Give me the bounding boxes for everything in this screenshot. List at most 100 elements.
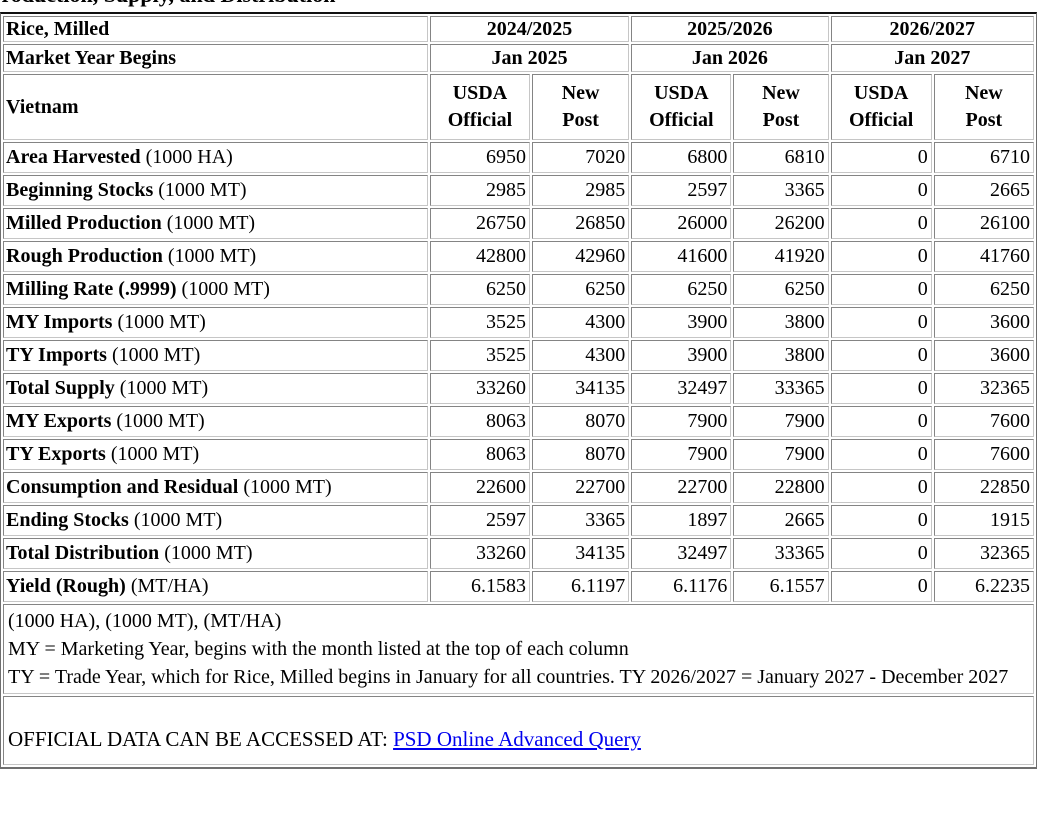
table-row-area-harvested: Area Harvested (1000 HA) 6950 7020 6800 … <box>3 142 1034 173</box>
row-unit: (1000 MT) <box>117 311 206 333</box>
row-label: MY Exports <box>6 410 112 432</box>
col-header-usda-official: USDA Official <box>631 74 732 140</box>
value-cell: 26850 <box>532 208 630 239</box>
value-cell: 6250 <box>631 274 732 305</box>
table-row-milled-production: Milled Production (1000 MT) 26750 26850 … <box>3 208 1034 239</box>
footnote-units: (1000 HA), (1000 MT), (MT/HA) <box>8 610 282 632</box>
value-cell: 3365 <box>733 175 829 206</box>
value-cell: 6250 <box>532 274 630 305</box>
market-year-begins-label: Market Year Begins <box>3 44 428 72</box>
col-header-usda-official: USDA Official <box>429 74 531 140</box>
value-cell: 8070 <box>532 406 630 437</box>
value-cell: 7600 <box>933 439 1034 470</box>
value-cell: 6250 <box>933 274 1034 305</box>
value-cell: 22600 <box>429 472 531 503</box>
footer-row: OFFICIAL DATA CAN BE ACCESSED AT: PSD On… <box>3 696 1034 765</box>
value-cell: 7900 <box>733 406 829 437</box>
value-cell: 0 <box>830 538 932 569</box>
begins-jan-2026: Jan 2026 <box>631 44 829 72</box>
footnote-ty: TY = Trade Year, which for Rice, Milled … <box>8 666 1009 688</box>
row-unit: (1000 MT) <box>164 542 253 564</box>
value-cell: 22700 <box>532 472 630 503</box>
begins-jan-2025: Jan 2025 <box>429 44 630 72</box>
col-header-new-post: New Post <box>532 74 630 140</box>
value-cell: 8070 <box>532 439 630 470</box>
col-header-new-post: New Post <box>933 74 1034 140</box>
col-header-new-post: New Post <box>733 74 829 140</box>
table-row-ty-imports: TY Imports (1000 MT) 3525 4300 3900 3800… <box>3 340 1034 371</box>
row-label: Milling Rate (.9999) <box>6 278 177 300</box>
table-row-consumption-and-residual: Consumption and Residual (1000 MT) 22600… <box>3 472 1034 503</box>
value-cell: 0 <box>830 439 932 470</box>
value-cell: 1897 <box>631 505 732 536</box>
value-cell: 2985 <box>429 175 531 206</box>
row-unit: (1000 MT) <box>158 179 247 201</box>
row-label: Milled Production <box>6 212 162 234</box>
row-unit: (MT/HA) <box>130 575 209 597</box>
row-label: MY Imports <box>6 311 113 333</box>
table-row-my-imports: MY Imports (1000 MT) 3525 4300 3900 3800… <box>3 307 1034 338</box>
value-cell: 0 <box>830 472 932 503</box>
value-cell: 26750 <box>429 208 531 239</box>
value-cell: 4300 <box>532 340 630 371</box>
row-label: Ending Stocks <box>6 509 129 531</box>
header-year-row: Rice, Milled 2024/2025 2025/2026 2026/20… <box>3 16 1034 42</box>
value-cell: 6.2235 <box>933 571 1034 602</box>
table-row-ty-exports: TY Exports (1000 MT) 8063 8070 7900 7900… <box>3 439 1034 470</box>
value-cell: 0 <box>830 208 932 239</box>
value-cell: 33260 <box>429 373 531 404</box>
value-cell: 0 <box>830 373 932 404</box>
value-cell: 0 <box>830 571 932 602</box>
row-label: Rough Production <box>6 245 163 267</box>
value-cell: 0 <box>830 175 932 206</box>
psd-data-table: Rice, Milled 2024/2025 2025/2026 2026/20… <box>0 12 1037 769</box>
value-cell: 32497 <box>631 373 732 404</box>
value-cell: 3600 <box>933 340 1034 371</box>
value-cell: 6800 <box>631 142 732 173</box>
value-cell: 6.1176 <box>631 571 732 602</box>
footnote-my: MY = Marketing Year, begins with the mon… <box>8 638 629 660</box>
value-cell: 41760 <box>933 241 1034 272</box>
value-cell: 6950 <box>429 142 531 173</box>
value-cell: 6250 <box>733 274 829 305</box>
value-cell: 2665 <box>933 175 1034 206</box>
header-source-row: Vietnam USDA Official New Post USDA Offi… <box>3 74 1034 140</box>
value-cell: 6250 <box>429 274 531 305</box>
value-cell: 0 <box>830 505 932 536</box>
value-cell: 7020 <box>532 142 630 173</box>
value-cell: 6.1197 <box>532 571 630 602</box>
clipped-page-title: Production, Supply, and Distribution <box>0 0 900 9</box>
value-cell: 3365 <box>532 505 630 536</box>
psd-online-link[interactable]: PSD Online Advanced Query <box>393 727 641 751</box>
value-cell: 8063 <box>429 439 531 470</box>
row-unit: (1000 MT) <box>110 443 200 465</box>
value-cell: 0 <box>830 274 932 305</box>
official-data-note: OFFICIAL DATA CAN BE ACCESSED AT: PSD On… <box>3 696 1034 765</box>
table-row-my-exports: MY Exports (1000 MT) 8063 8070 7900 7900… <box>3 406 1034 437</box>
value-cell: 34135 <box>532 538 630 569</box>
value-cell: 41920 <box>733 241 829 272</box>
value-cell: 33260 <box>429 538 531 569</box>
value-cell: 26100 <box>933 208 1034 239</box>
value-cell: 3525 <box>429 340 531 371</box>
value-cell: 42800 <box>429 241 531 272</box>
value-cell: 3800 <box>733 307 829 338</box>
table-row-rough-production: Rough Production (1000 MT) 42800 42960 4… <box>3 241 1034 272</box>
commodity-label: Rice, Milled <box>3 16 428 42</box>
value-cell: 3900 <box>631 340 732 371</box>
table-row-total-distribution: Total Distribution (1000 MT) 33260 34135… <box>3 538 1034 569</box>
value-cell: 8063 <box>429 406 531 437</box>
row-unit: (1000 MT) <box>111 344 201 366</box>
row-label: Total Distribution <box>6 542 160 564</box>
row-unit: (1000 MT) <box>166 212 256 234</box>
row-label: Beginning Stocks <box>6 179 154 201</box>
header-begins-row: Market Year Begins Jan 2025 Jan 2026 Jan… <box>3 44 1034 72</box>
table-row-yield-rough: Yield (Rough) (MT/HA) 6.1583 6.1197 6.11… <box>3 571 1034 602</box>
value-cell: 7900 <box>631 406 732 437</box>
table-footnotes: (1000 HA), (1000 MT), (MT/HA) MY = Marke… <box>3 604 1034 694</box>
table-row-milling-rate: Milling Rate (.9999) (1000 MT) 6250 6250… <box>3 274 1034 305</box>
value-cell: 42960 <box>532 241 630 272</box>
value-cell: 34135 <box>532 373 630 404</box>
value-cell: 2597 <box>631 175 732 206</box>
row-label: Yield (Rough) <box>6 575 126 597</box>
